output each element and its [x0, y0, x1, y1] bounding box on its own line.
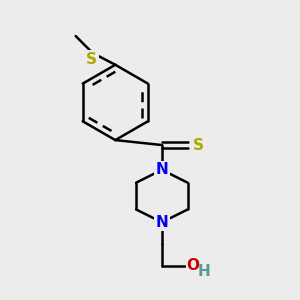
- Text: N: N: [155, 162, 168, 177]
- Text: S: S: [193, 137, 204, 152]
- Text: H: H: [198, 264, 210, 279]
- Text: N: N: [155, 215, 168, 230]
- Text: S: S: [86, 52, 97, 67]
- Text: O: O: [187, 258, 200, 273]
